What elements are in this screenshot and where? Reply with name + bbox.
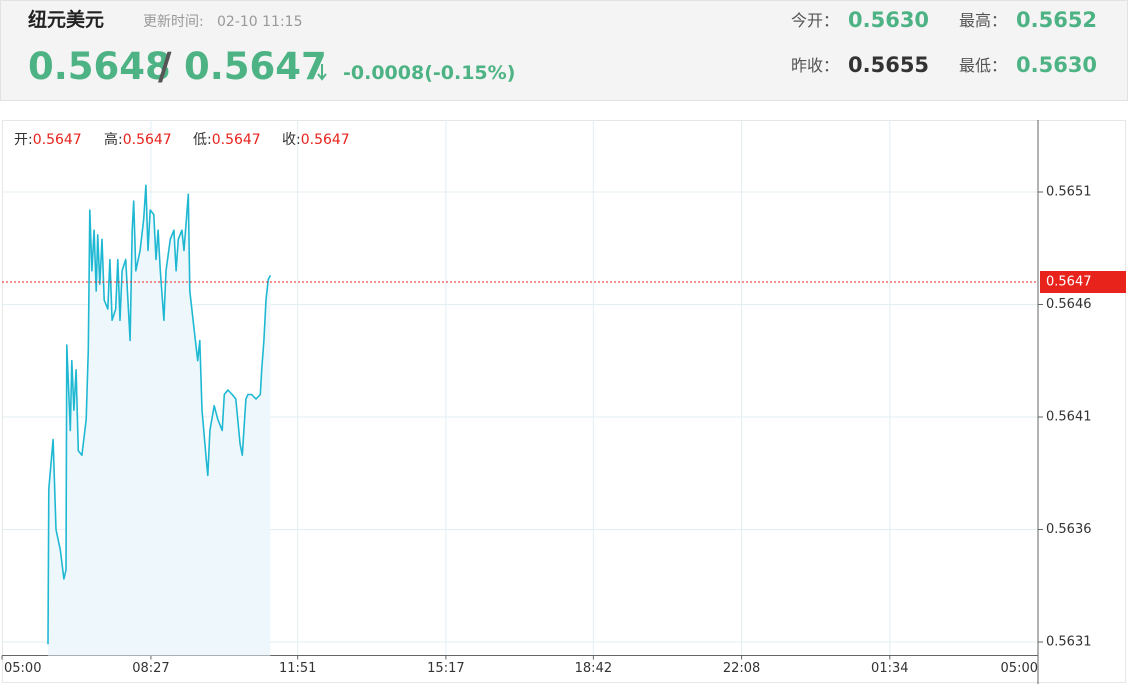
stat-value: 0.5655 [848, 53, 930, 77]
y-tick-label: 0.5651 [1046, 185, 1092, 200]
ohlc-label: 开: [14, 132, 33, 148]
chart-frame [2, 120, 1126, 683]
bid-price: 0.5648 [28, 45, 171, 88]
separator: / [158, 45, 172, 88]
ohlc-label: 低: [193, 132, 212, 148]
update-time: 02-10 11:15 [217, 14, 303, 30]
change: -0.0008(-0.15%) [343, 62, 516, 84]
stat-value: 0.5652 [1016, 8, 1098, 32]
stat-label: 今开： [791, 11, 840, 30]
ask-price: 0.5647 [184, 45, 327, 88]
chart: 05:00 08:27 11:51 15:17 18:42 22:08 01:34 05:00… [1, 120, 1126, 684]
down-arrow [317, 64, 327, 81]
x-tick-label: 05:00 [4, 661, 41, 676]
quote-header: 纽元美元 更新时间: 02-10 11:15 0.5648 / 0.5647 -… [0, 0, 1128, 101]
ohlc-value: 0.5647 [123, 132, 172, 148]
x-tick-label: 05:00 [1001, 661, 1038, 676]
title: 纽元美元 [28, 9, 105, 31]
stat-value: 0.5630 [848, 8, 930, 32]
stat-label: 最低： [959, 56, 1008, 75]
stat-value: 0.5630 [1016, 53, 1098, 77]
stat-label: 最高： [959, 11, 1008, 30]
update-label: 更新时间: [143, 14, 204, 30]
x-tick-label: 08:27 [132, 661, 169, 676]
x-tick-label: 18:42 [575, 661, 612, 676]
last-price-box [1040, 271, 1126, 293]
ohlc-value: 0.5647 [33, 132, 82, 148]
y-tick-label: 0.5631 [1046, 635, 1092, 650]
x-tick-label: 11:51 [279, 661, 316, 676]
y-tick-label: 0.5646 [1046, 297, 1092, 312]
area [48, 185, 271, 656]
stat-label: 昨收： [791, 56, 840, 75]
x-tick-label: 15:17 [427, 661, 464, 676]
y-tick-label: 0.5636 [1046, 522, 1092, 537]
x-tick-label: 01:34 [871, 661, 908, 676]
ohlc-label: 高: [104, 131, 123, 148]
x-tick-label: 22:08 [723, 661, 760, 676]
last-price-label: 0.5647 [1046, 275, 1092, 290]
ohlc-value: 0.5647 [301, 132, 350, 148]
ohlc-value: 0.5647 [212, 132, 261, 148]
ohlc-label: 收: [282, 132, 301, 148]
price-line [47, 184, 272, 645]
y-tick-label: 0.5641 [1046, 410, 1092, 425]
